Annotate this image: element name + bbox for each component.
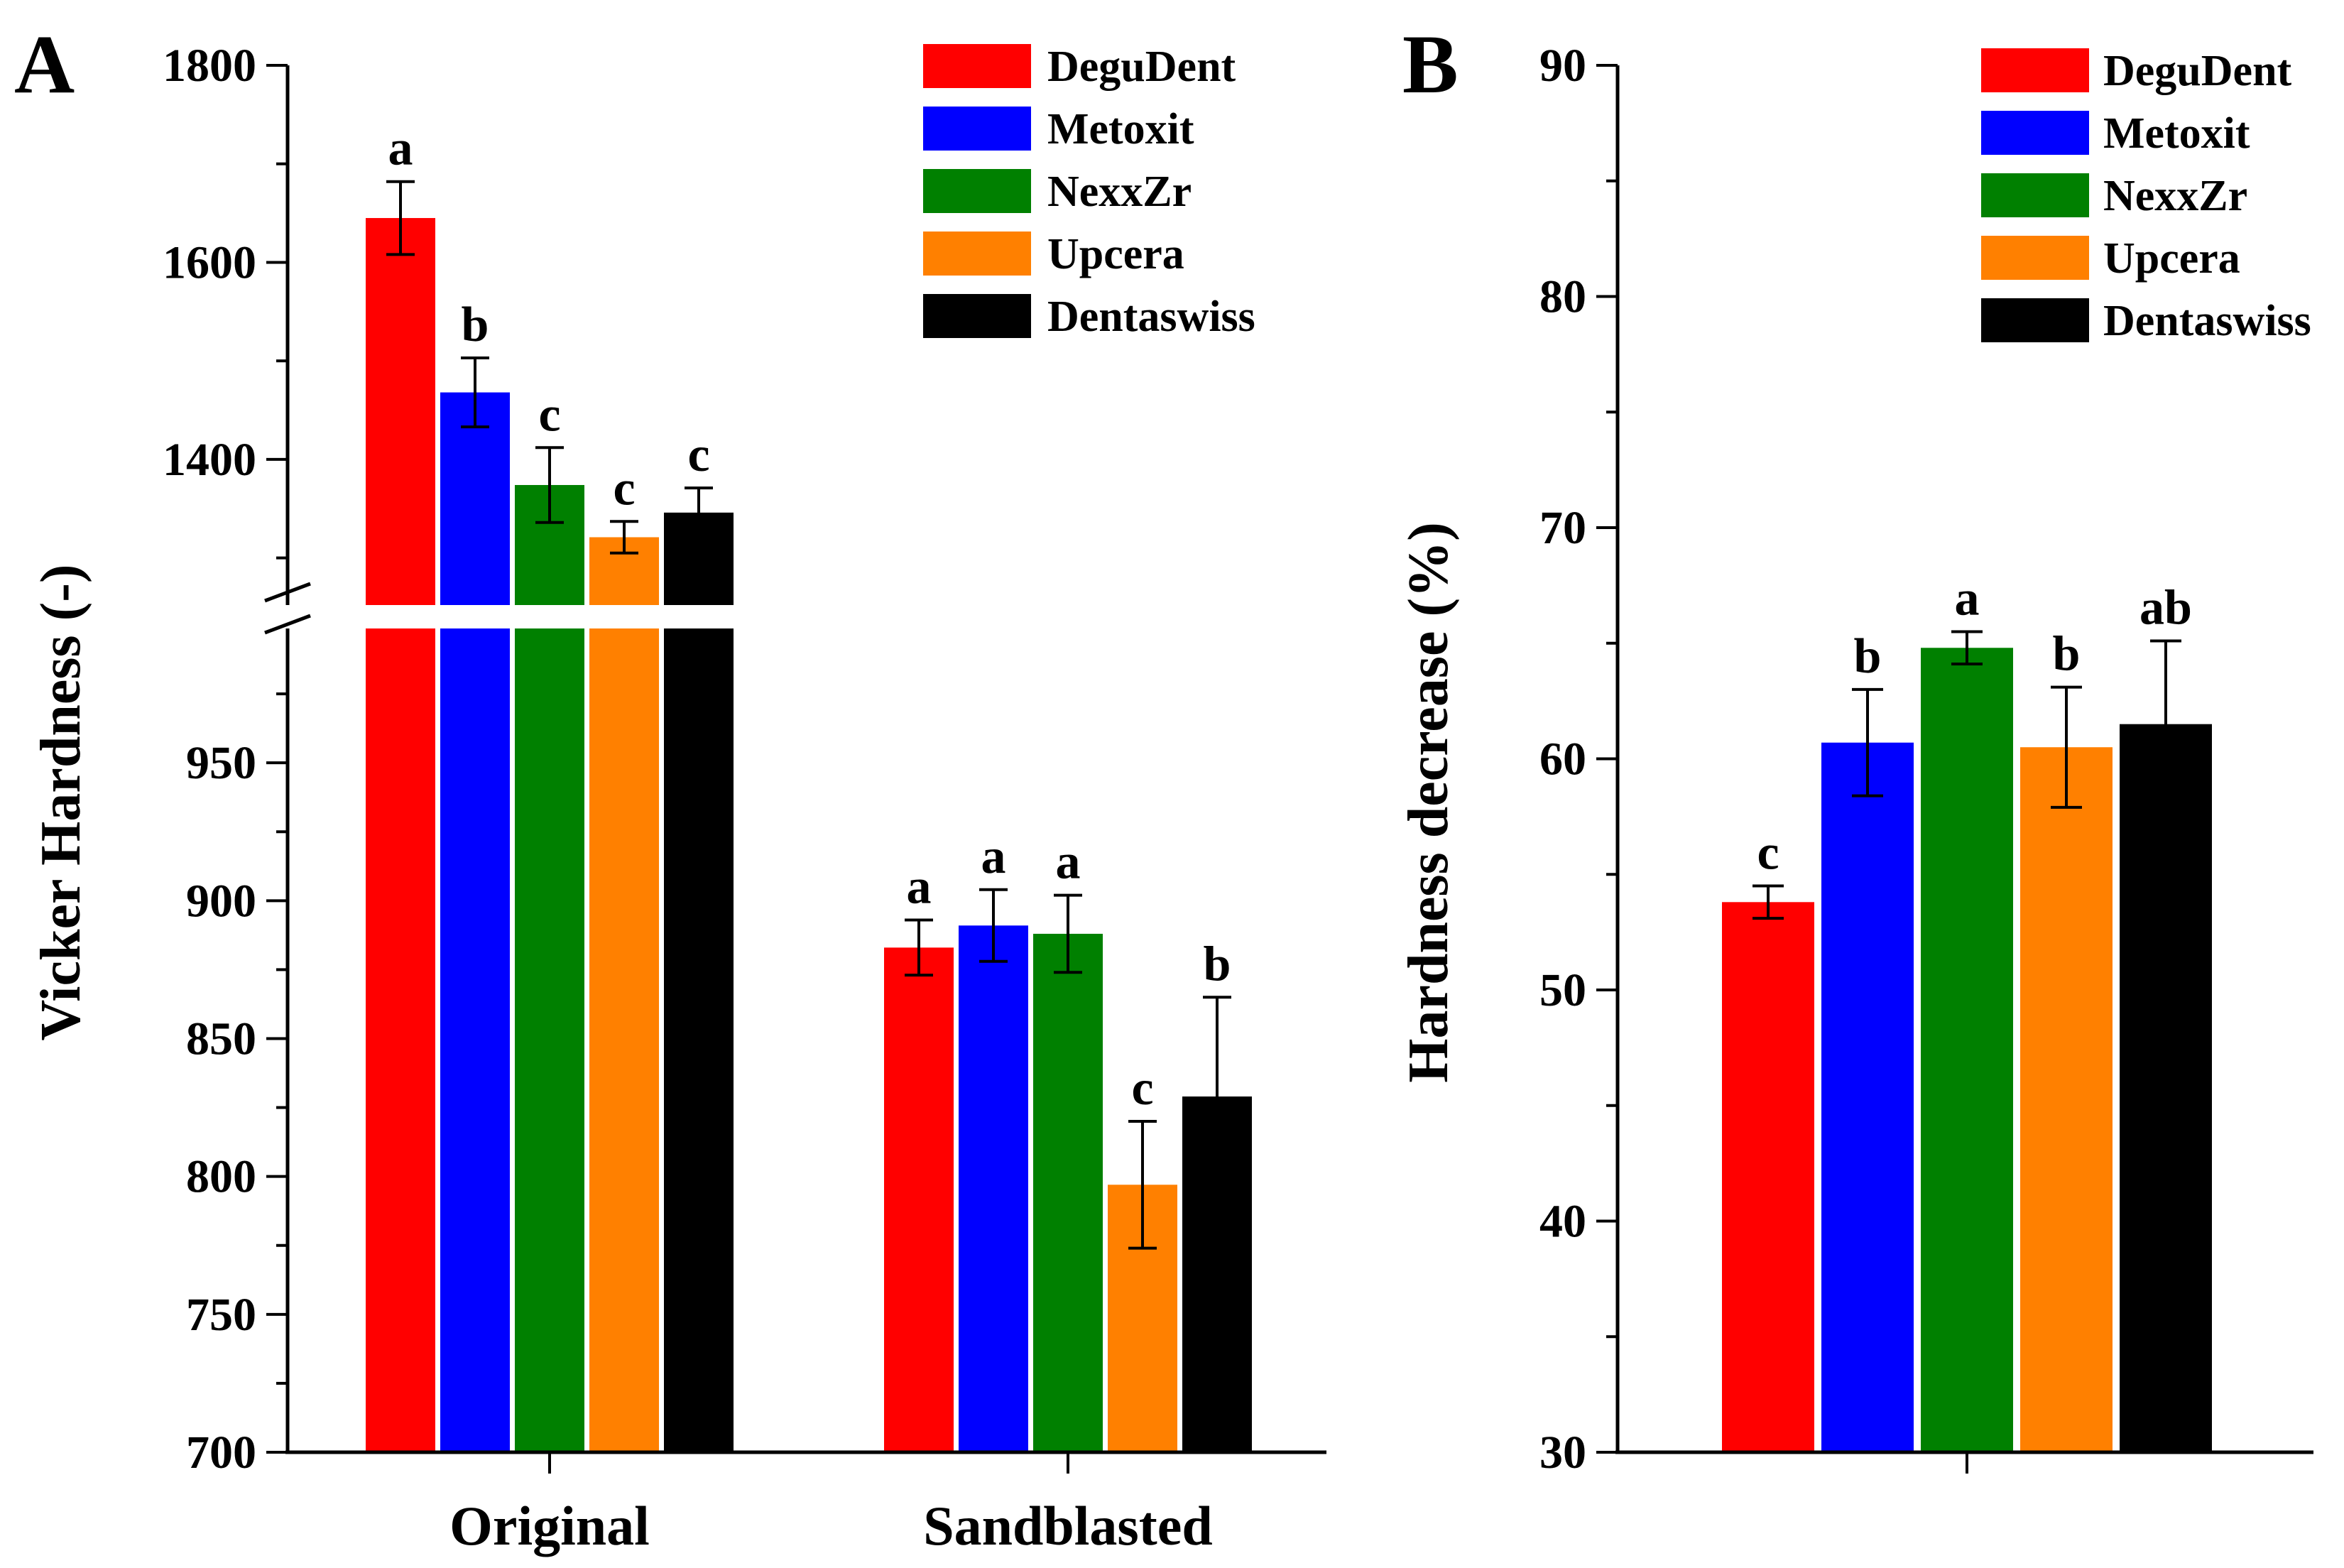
bar-degudent-sandblasted (884, 947, 954, 1452)
x-tick-label-sandblasted: Sandblasted (923, 1495, 1213, 1557)
significance-label-upcera-sandblasted: c (1131, 1061, 1153, 1116)
error-bar-upcera (2051, 685, 2082, 809)
y-tick-label-750: 750 (186, 1289, 256, 1341)
legend-swatch-degudent (923, 44, 1031, 88)
bar-nexxzr (1921, 648, 2013, 1452)
y-tick-label-700: 700 (186, 1427, 256, 1479)
legend-swatch-upcera (923, 232, 1031, 276)
y-tick-label-40: 40 (1539, 1196, 1586, 1248)
y-tick-label-1800: 1800 (163, 40, 256, 92)
error-bar-upcera-original (610, 520, 638, 555)
error-bar-metoxit-original (461, 356, 489, 429)
error-bar-nexxzr-sandblasted (1054, 893, 1082, 974)
legend-label-upcera: Upcera (1047, 230, 1184, 278)
legend-label-degudent: DeguDent (2103, 47, 2292, 95)
significance-label-metoxit: b (1854, 629, 1882, 684)
error-bar-upcera-sandblasted (1128, 1120, 1157, 1250)
y-tick-label-1600: 1600 (163, 236, 256, 288)
legend-label-dentaswiss: Dentaswiss (2103, 297, 2311, 345)
error-bar-degudent-sandblasted (905, 918, 933, 977)
significance-label-nexxzr: a (1955, 571, 1980, 626)
bar-metoxit-original-lower (440, 625, 510, 1452)
significance-label-dentaswiss-sandblasted: b (1204, 937, 1231, 991)
y-tick-label-1400: 1400 (163, 434, 256, 486)
error-bar-nexxzr-original (535, 446, 564, 524)
panel-a: aabacacccb700750800850900950140016001800… (14, 18, 1329, 1557)
legend-swatch-nexxzr (923, 169, 1031, 213)
y-tick-label-60: 60 (1539, 734, 1586, 785)
legend-swatch-metoxit (923, 107, 1031, 151)
y-tick-label-30: 30 (1539, 1427, 1586, 1479)
y-tick-label-850: 850 (186, 1013, 256, 1065)
y-tick-label-80: 80 (1539, 271, 1586, 323)
panel-label-a: A (14, 18, 75, 111)
error-bar-nexxzr (1951, 630, 1983, 666)
legend-swatch-metoxit (1981, 111, 2089, 155)
legend-swatch-dentaswiss (1981, 298, 2089, 342)
significance-label-metoxit-original: b (462, 298, 489, 352)
significance-label-metoxit-sandblasted: a (981, 829, 1006, 884)
y-tick-label-950: 950 (186, 737, 256, 789)
axis-break-mark (264, 582, 311, 603)
bar-dentaswiss-original-lower (664, 625, 734, 1452)
significance-label-dentaswiss: ab (2139, 580, 2192, 635)
legend-label-nexxzr: NexxZr (1047, 168, 1192, 216)
y-tick-label-900: 900 (186, 875, 256, 927)
error-bar-degudent (1752, 884, 1784, 920)
legend-label-dentaswiss: Dentaswiss (1047, 293, 1255, 341)
significance-label-degudent-sandblasted: a (907, 860, 932, 915)
legend-label-metoxit: Metoxit (1047, 105, 1194, 153)
panel-label-b: B (1402, 18, 1459, 111)
legend-label-degudent: DeguDent (1047, 43, 1236, 91)
error-bar-degudent-original (386, 180, 415, 256)
legend-swatch-degudent (1981, 48, 2089, 92)
y-tick-label-70: 70 (1539, 502, 1586, 554)
bar-metoxit (1821, 742, 1914, 1452)
significance-label-upcera-original: c (613, 461, 635, 516)
y-tick-label-50: 50 (1539, 964, 1586, 1016)
axis-break-gap (290, 605, 1329, 628)
legend-swatch-dentaswiss (923, 294, 1031, 338)
bar-nexxzr-original-lower (515, 625, 584, 1452)
significance-label-dentaswiss-original: c (687, 428, 709, 482)
y-tick-label-90: 90 (1539, 40, 1586, 92)
y-tick-label-800: 800 (186, 1151, 256, 1203)
error-bar-dentaswiss-original (685, 486, 713, 539)
legend-b: DeguDent Metoxit NexxZr Upcera Dentaswiss (1981, 47, 2311, 345)
significance-label-nexxzr-sandblasted: a (1056, 835, 1081, 890)
bar-metoxit-sandblasted (959, 925, 1028, 1452)
error-bar-metoxit (1852, 687, 1883, 797)
bar-degudent (1722, 902, 1814, 1452)
bar-degudent-original-upper (366, 218, 435, 607)
axis-break-mark (264, 614, 311, 635)
legend-swatch-nexxzr (1981, 173, 2089, 217)
significance-label-degudent-original: a (388, 121, 413, 176)
legend-label-metoxit: Metoxit (2103, 109, 2250, 158)
error-bar-metoxit-sandblasted (979, 888, 1008, 963)
significance-label-upcera: b (2053, 627, 2081, 682)
legend-label-upcera: Upcera (2103, 234, 2240, 283)
legend-a: DeguDent Metoxit NexxZr Upcera Dentaswiss (923, 43, 1255, 341)
significance-label-nexxzr-original: c (538, 387, 560, 442)
error-bar-dentaswiss (2150, 639, 2181, 809)
legend-swatch-upcera (1981, 236, 2089, 280)
bar-dentaswiss (2120, 724, 2212, 1452)
bar-nexxzr-sandblasted (1033, 933, 1103, 1452)
y-axis-title: Hardness decrease (%) (1397, 522, 1460, 1083)
error-bar-dentaswiss-sandblasted (1203, 996, 1231, 1197)
x-tick-label-original: Original (449, 1495, 650, 1557)
bar-upcera (2020, 747, 2113, 1452)
legend-label-nexxzr: NexxZr (2103, 172, 2247, 220)
bar-degudent-original-lower (366, 625, 435, 1452)
significance-label-degudent: c (1757, 826, 1779, 881)
bar-upcera-original-lower (589, 625, 659, 1452)
y-axis-title: Vicker Hardness (-) (30, 564, 92, 1040)
